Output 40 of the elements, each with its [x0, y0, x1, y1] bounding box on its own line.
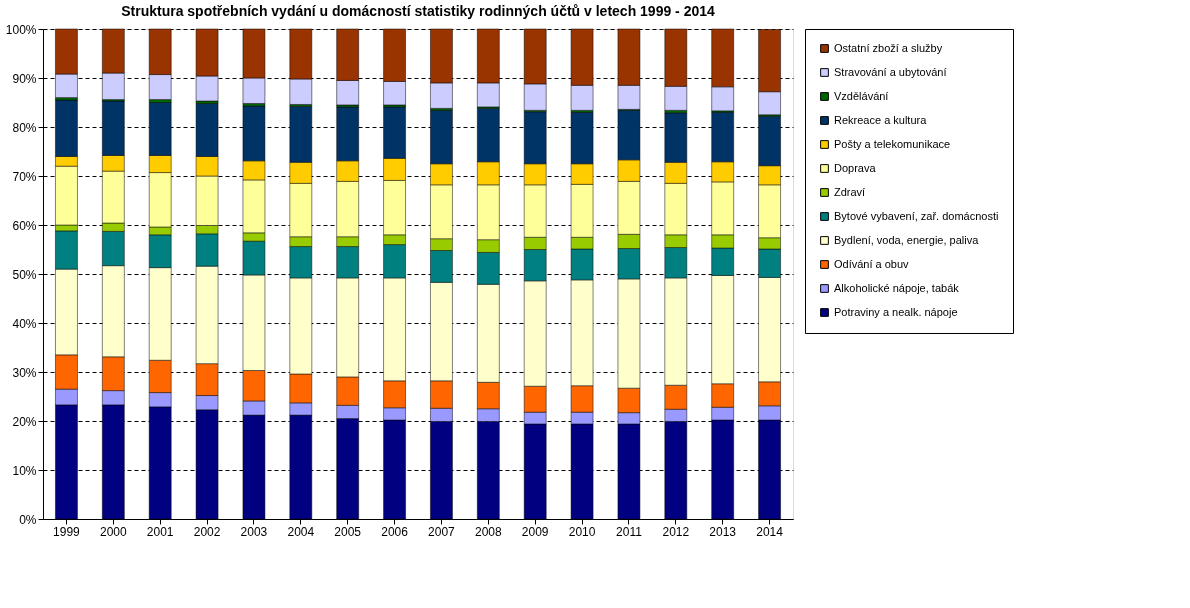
y-tick-label: 0% — [19, 512, 37, 527]
y-tick-label: 70% — [12, 169, 37, 184]
chart-title: Struktura spotřebních vydání u domácností statistiky rodinných účtů v letech 1999 - 2014 — [121, 3, 716, 19]
x-tick-label: 2007 — [428, 524, 456, 539]
x-tick-label: 2002 — [193, 524, 221, 539]
y-tick-label: 80% — [12, 120, 37, 135]
x-tick-label: 2005 — [334, 524, 362, 539]
legend-label: Rekreace a kultura — [834, 113, 928, 126]
x-tick-label: 2008 — [474, 524, 502, 539]
legend-label: Potraviny a nealk. nápoje — [834, 305, 958, 318]
legend-label: Ostatní zboží a služby — [834, 41, 943, 54]
x-tick-label: 2011 — [616, 524, 643, 539]
x-tick-label: 2009 — [521, 524, 549, 539]
x-tick-label: 2013 — [709, 524, 737, 539]
x-tick-label: 2004 — [287, 524, 315, 539]
legend-label: Vzdělávání — [834, 89, 889, 102]
x-tick-label: 1999 — [53, 524, 81, 539]
legend-label: Pošty a telekomunikace — [834, 137, 951, 150]
x-tick-label: 2000 — [99, 524, 127, 539]
x-tick-label: 2014 — [756, 524, 784, 539]
legend-label: Bydlení, voda, energie, paliva — [834, 233, 980, 246]
y-tick-label: 20% — [12, 414, 37, 429]
y-tick-label: 10% — [12, 463, 37, 478]
y-tick-label: 30% — [12, 365, 37, 380]
legend-label: Odívání a obuv — [834, 257, 910, 270]
y-tick-label: 40% — [12, 316, 37, 331]
x-tick-label: 2001 — [146, 524, 174, 539]
legend-label: Zdraví — [834, 185, 866, 198]
x-tick-label: 2003 — [240, 524, 268, 539]
y-tick-label: 100% — [5, 22, 37, 37]
x-tick-label: 2012 — [662, 524, 690, 539]
legend-label: Doprava — [834, 161, 877, 174]
y-tick-label: 90% — [12, 71, 37, 86]
legend-label: Bytové vybavení, zař. domácnosti — [834, 209, 999, 222]
y-tick-label: 50% — [12, 267, 37, 282]
legend-label: Stravování a ubytování — [834, 65, 947, 78]
legend-label: Alkoholické nápoje, tabák — [834, 281, 960, 294]
x-tick-label: 2010 — [568, 524, 596, 539]
y-tick-label: 60% — [12, 218, 37, 233]
x-tick-label: 2006 — [381, 524, 409, 539]
